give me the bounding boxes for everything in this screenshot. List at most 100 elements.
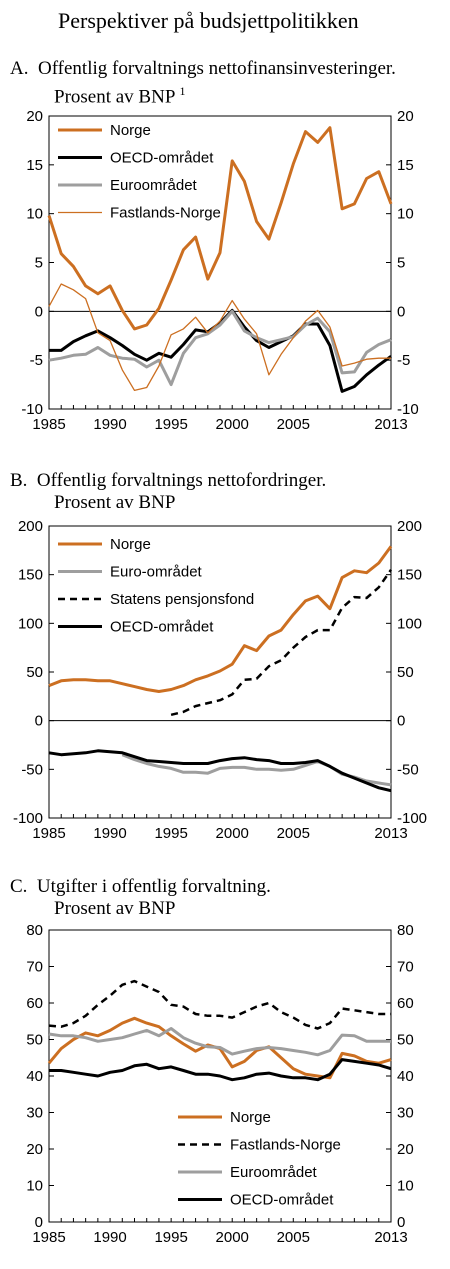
y-tick-label-left: 15: [26, 157, 43, 174]
panel-c-title-line1: C. Utgifter i offentlig forvaltning.: [10, 876, 271, 897]
panel-b-title: B. Offentlig forvaltnings nettofordringe…: [10, 470, 326, 514]
y-tick-label-right: -50: [397, 761, 419, 778]
chart-panel-b: -100 -100 -50 -50 0 0 50 50 100 100 150 150 200 200 19…: [13, 518, 427, 842]
x-tick-label: 2000: [216, 1229, 249, 1246]
series-line: [48, 309, 392, 387]
x-tick-label: 2013: [374, 825, 407, 842]
chart-panel-a: -10 -10 -5 -5 0 0 5 5 10 10 15 15 20 20 1985 1990 1995 20…: [21, 108, 418, 433]
legend-label: Euro-området: [110, 564, 203, 581]
y-tick-label-right: 100: [397, 615, 422, 632]
y-tick-label-left: 20: [26, 108, 43, 125]
legend-label: Norge: [110, 122, 151, 139]
legend-label: OECD-området: [110, 150, 214, 167]
legend-label: Fastlands-Norge: [230, 1137, 341, 1154]
panel-a-title-line1: A. Offentlig forvaltnings nettofinansinv…: [10, 58, 396, 79]
series-line: [48, 283, 391, 392]
series-line: [48, 979, 391, 1030]
y-tick-label-right: 15: [397, 157, 414, 174]
panel-c-title: C. Utgifter i offentlig forvaltning. Pro…: [10, 876, 271, 920]
legend-label: Statens pensjonsfond: [110, 591, 254, 608]
y-tick-label-right: 80: [397, 922, 414, 939]
x-tick-label: 2005: [277, 825, 310, 842]
y-tick-label-left: 150: [18, 567, 43, 584]
panel-c-title-line2: Prosent av BNP: [54, 898, 176, 919]
x-tick-label: 1985: [32, 416, 65, 433]
y-tick-label-left: 60: [26, 995, 43, 1012]
x-tick-label: 1985: [32, 1229, 65, 1246]
y-tick-label-right: 0: [397, 1214, 405, 1231]
y-tick-label-right: 0: [397, 303, 405, 320]
y-tick-label-right: 150: [397, 567, 422, 584]
legend-label: Fastlands-Norge: [110, 205, 221, 222]
y-tick-label-left: 0: [35, 303, 43, 320]
y-tick-label-left: 0: [35, 713, 43, 730]
y-tick-label-left: -5: [30, 352, 43, 369]
x-tick-label: 2005: [277, 1229, 310, 1246]
y-tick-label-left: 0: [35, 1214, 43, 1231]
panel-a-title-line2: Prosent av BNP 1: [10, 80, 396, 108]
figure-title: Perspektiver på budsjettpolitikken: [58, 8, 359, 33]
y-tick-label-right: 20: [397, 1141, 414, 1158]
y-tick-label-left: 20: [26, 1141, 43, 1158]
legend-label: Euroområdet: [230, 1164, 318, 1181]
legend-label: Euroområdet: [110, 177, 198, 194]
x-tick-label: 1990: [93, 416, 126, 433]
series-line: [170, 569, 393, 717]
series-line: [49, 1058, 392, 1082]
y-tick-label-left: 50: [26, 1032, 43, 1049]
x-tick-label: 1995: [154, 1229, 187, 1246]
y-tick-label-right: 10: [397, 1178, 414, 1195]
panel-a-title: A. Offentlig forvaltnings nettofinansinv…: [10, 58, 396, 108]
y-tick-label-right: 5: [397, 255, 405, 272]
y-tick-label-right: 40: [397, 1068, 414, 1085]
y-tick-label-right: 50: [397, 664, 414, 681]
x-tick-label: 2000: [216, 825, 249, 842]
y-tick-label-left: -10: [21, 401, 43, 418]
x-tick-label: 1995: [154, 416, 187, 433]
y-tick-label-right: 50: [397, 1032, 414, 1049]
x-tick-label: 1995: [154, 825, 187, 842]
y-tick-label-right: 10: [397, 206, 414, 223]
x-tick-label: 1985: [32, 825, 65, 842]
y-tick-label-left: 5: [35, 255, 43, 272]
series-line: [48, 749, 392, 793]
y-tick-label-left: 100: [18, 615, 43, 632]
y-tick-label-right: -100: [397, 810, 427, 827]
series-line: [47, 126, 393, 331]
y-tick-label-right: 60: [397, 995, 414, 1012]
x-tick-label: 2005: [277, 416, 310, 433]
panel-b-title-line2: Prosent av BNP: [54, 492, 176, 513]
y-tick-label-left: 10: [26, 1178, 43, 1195]
y-tick-label-right: 0: [397, 713, 405, 730]
y-tick-label-left: 200: [18, 518, 43, 535]
series-line: [49, 308, 392, 393]
series-line: [48, 545, 393, 693]
y-tick-label-right: 200: [397, 518, 422, 535]
x-tick-label: 2013: [374, 1229, 407, 1246]
y-tick-label-left: -50: [21, 761, 43, 778]
y-tick-label-right: -5: [397, 352, 410, 369]
y-tick-label-right: 70: [397, 959, 414, 976]
y-tick-label-left: 80: [26, 922, 43, 939]
y-tick-label-left: -100: [13, 810, 43, 827]
footnote-marker: 1: [179, 84, 186, 98]
y-tick-label-left: 50: [26, 664, 43, 681]
y-tick-label-left: 70: [26, 959, 43, 976]
legend-label: OECD-området: [110, 619, 214, 636]
y-tick-label-left: 40: [26, 1068, 43, 1085]
x-tick-label: 1990: [93, 1229, 126, 1246]
panel-a-title-line2-text: Prosent av BNP: [54, 86, 175, 108]
legend-label: OECD-området: [230, 1192, 334, 1209]
y-tick-label-left: 30: [26, 1105, 43, 1122]
x-tick-label: 1990: [93, 825, 126, 842]
legend-label: Norge: [110, 536, 151, 553]
y-tick-label-right: 20: [397, 108, 414, 125]
legend-label: Norge: [230, 1109, 271, 1126]
y-tick-label-right: -10: [397, 401, 419, 418]
x-tick-label: 2000: [216, 416, 249, 433]
panel-b-title-line1: B. Offentlig forvaltnings nettofordringe…: [10, 470, 327, 491]
y-tick-label-right: 30: [397, 1105, 414, 1122]
y-tick-label-left: 10: [26, 206, 43, 223]
chart-panel-c: 0 0 10 10 20 20 30 30 40 40 50 50 60 60 70 70 80 80 1985 19…: [26, 922, 413, 1246]
